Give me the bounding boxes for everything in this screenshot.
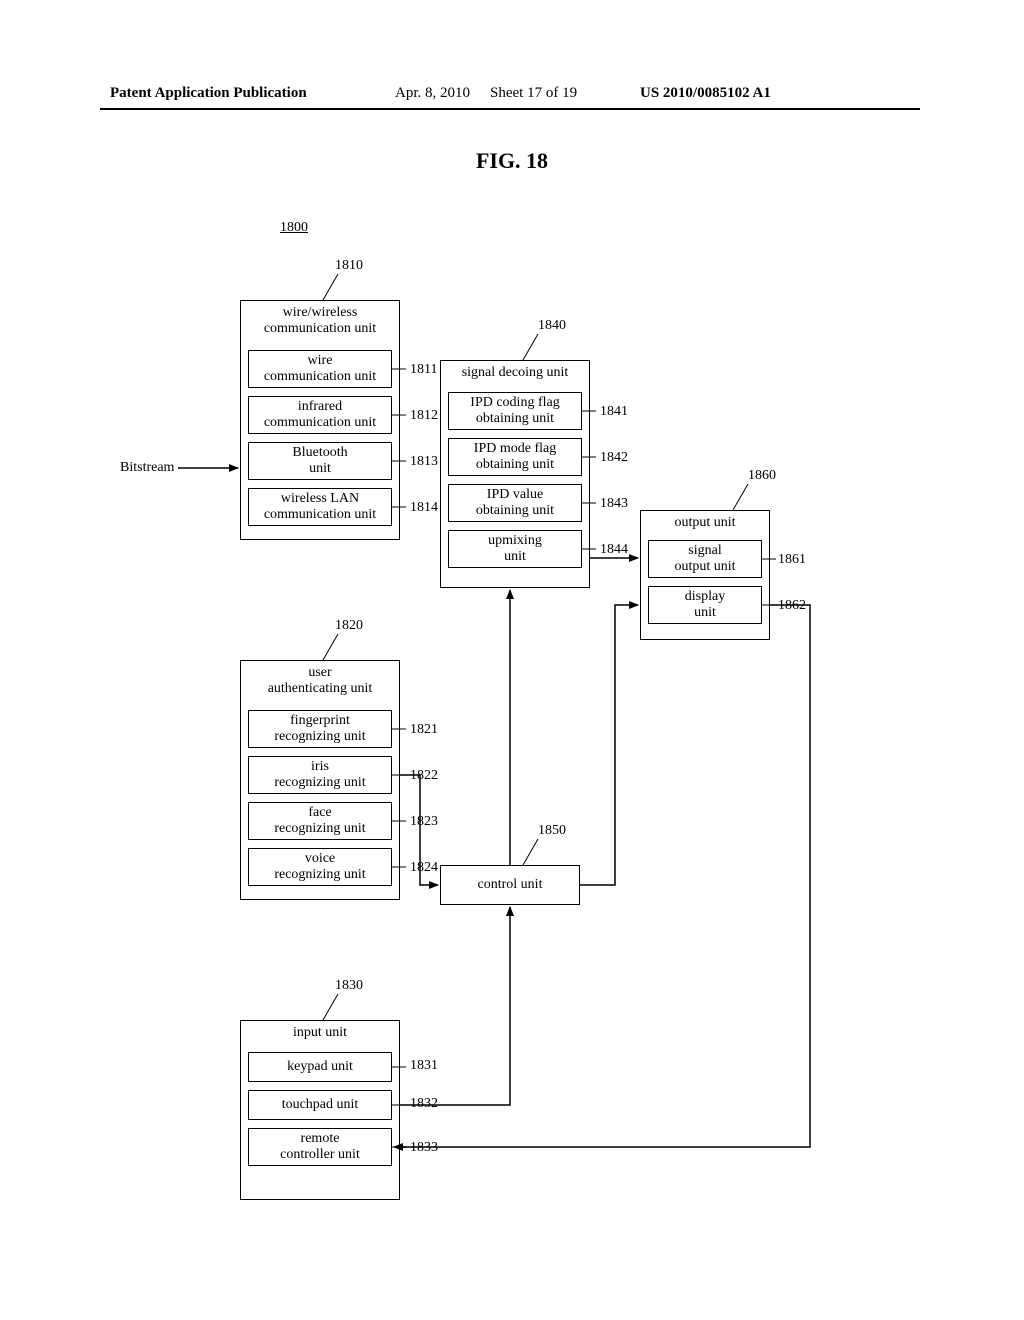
header-rule — [100, 108, 920, 110]
patent-number: US 2010/0085102 A1 — [640, 85, 771, 102]
control-unit: control unit — [440, 865, 580, 905]
diagram-canvas: 1800 Bitstream 1810 wire/wirelesscommuni… — [110, 200, 890, 1250]
sheet-label: Sheet 17 of 19 — [490, 85, 577, 102]
auth-item-0: fingerprintrecognizing unit — [248, 710, 392, 748]
auth-item-0-label: fingerprintrecognizing unit — [274, 713, 365, 745]
input-item-1-ref: 1832 — [410, 1096, 438, 1112]
decoding-item-1-ref: 1842 — [600, 450, 628, 466]
output-item-0-ref: 1861 — [778, 552, 806, 568]
system-ref: 1800 — [280, 220, 308, 236]
auth-item-3-ref: 1824 — [410, 860, 438, 876]
input-item-1: touchpad unit — [248, 1090, 392, 1120]
input-ref: 1830 — [335, 978, 363, 994]
comm-title: wire/wirelesscommunication unit — [264, 301, 376, 343]
input-item-2: remotecontroller unit — [248, 1128, 392, 1166]
input-item-0-label: keypad unit — [287, 1059, 353, 1075]
decoding-item-1: IPD mode flagobtaining unit — [448, 438, 582, 476]
output-item-0-label: signaloutput unit — [674, 543, 735, 575]
input-title: input unit — [293, 1021, 347, 1047]
figure-title: FIG. 18 — [0, 148, 1024, 174]
auth-item-2: facerecognizing unit — [248, 802, 392, 840]
comm-item-1-label: infraredcommunication unit — [264, 399, 376, 431]
comm-item-2-label: Bluetoothunit — [292, 445, 347, 477]
input-item-2-ref: 1833 — [410, 1140, 438, 1156]
publication-label: Patent Application Publication — [110, 85, 307, 102]
comm-item-2: Bluetoothunit — [248, 442, 392, 480]
input-item-2-label: remotecontroller unit — [280, 1131, 360, 1163]
control-ref: 1850 — [538, 823, 566, 839]
auth-item-2-ref: 1823 — [410, 814, 438, 830]
decoding-item-3-label: upmixingunit — [488, 533, 542, 565]
comm-item-1-ref: 1812 — [410, 408, 438, 424]
auth-item-3: voicerecognizing unit — [248, 848, 392, 886]
auth-item-1-label: irisrecognizing unit — [274, 759, 365, 791]
comm-item-3-label: wireless LANcommunication unit — [264, 491, 376, 523]
decoding-item-0-label: IPD coding flagobtaining unit — [470, 395, 559, 427]
decoding-title: signal decoing unit — [462, 361, 569, 387]
comm-ref: 1810 — [335, 258, 363, 274]
comm-item-2-ref: 1813 — [410, 454, 438, 470]
comm-item-0-label: wirecommunication unit — [264, 353, 376, 385]
decoding-ref: 1840 — [538, 318, 566, 334]
output-item-1-label: displayunit — [685, 589, 725, 621]
input-item-0: keypad unit — [248, 1052, 392, 1082]
auth-ref: 1820 — [335, 618, 363, 634]
auth-item-1-ref: 1822 — [410, 768, 438, 784]
auth-title: userauthenticating unit — [268, 661, 373, 703]
decoding-item-0-ref: 1841 — [600, 404, 628, 420]
auth-item-1: irisrecognizing unit — [248, 756, 392, 794]
date-label: Apr. 8, 2010 — [395, 85, 470, 102]
decoding-item-0: IPD coding flagobtaining unit — [448, 392, 582, 430]
decoding-item-3-ref: 1844 — [600, 542, 628, 558]
output-ref: 1860 — [748, 468, 776, 484]
output-item-1: displayunit — [648, 586, 762, 624]
input-item-1-label: touchpad unit — [282, 1097, 359, 1113]
output-item-0: signaloutput unit — [648, 540, 762, 578]
auth-item-0-ref: 1821 — [410, 722, 438, 738]
auth-item-2-label: facerecognizing unit — [274, 805, 365, 837]
control-title: control unit — [478, 877, 543, 893]
arrows-overlay — [110, 200, 890, 1250]
decoding-item-2: IPD valueobtaining unit — [448, 484, 582, 522]
comm-item-1: infraredcommunication unit — [248, 396, 392, 434]
decoding-item-2-ref: 1843 — [600, 496, 628, 512]
comm-item-0-ref: 1811 — [410, 362, 437, 378]
comm-item-3: wireless LANcommunication unit — [248, 488, 392, 526]
bitstream-label: Bitstream — [120, 460, 174, 476]
decoding-item-2-label: IPD valueobtaining unit — [476, 487, 554, 519]
decoding-item-3: upmixingunit — [448, 530, 582, 568]
comm-item-3-ref: 1814 — [410, 500, 438, 516]
output-item-1-ref: 1862 — [778, 598, 806, 614]
comm-item-0: wirecommunication unit — [248, 350, 392, 388]
input-item-0-ref: 1831 — [410, 1058, 438, 1074]
auth-item-3-label: voicerecognizing unit — [274, 851, 365, 883]
decoding-item-1-label: IPD mode flagobtaining unit — [474, 441, 556, 473]
output-title: output unit — [674, 511, 735, 537]
